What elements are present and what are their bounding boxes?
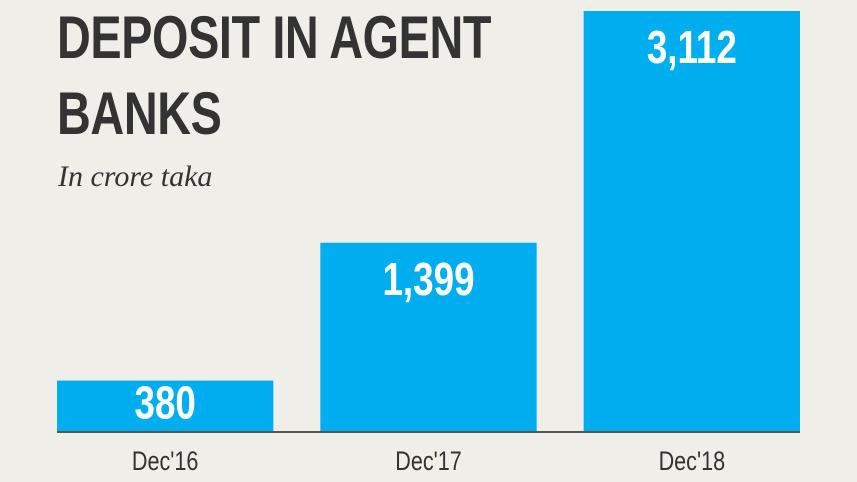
value-label: 380 bbox=[134, 376, 195, 428]
bar bbox=[57, 380, 274, 432]
chart-title: DEPOSIT IN AGENT BANKS bbox=[57, 4, 492, 147]
bar bbox=[320, 242, 537, 432]
x-tick-label: Dec'18 bbox=[659, 447, 726, 477]
x-tick-label: Dec'16 bbox=[132, 447, 199, 477]
value-label: 1,399 bbox=[382, 253, 474, 305]
value-label: 3,112 bbox=[647, 21, 737, 73]
chart-subtitle: In crore taka bbox=[58, 160, 213, 193]
bar bbox=[583, 11, 800, 432]
x-tick-label: Dec'17 bbox=[395, 447, 462, 477]
